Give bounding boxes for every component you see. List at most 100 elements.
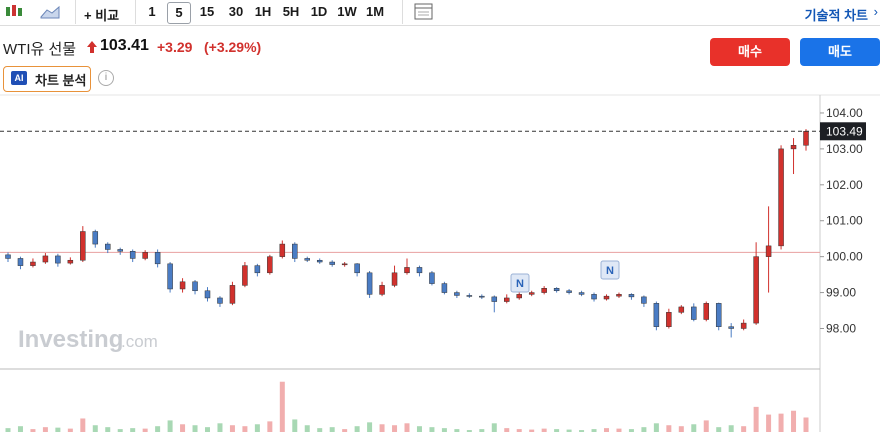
- volume-bar: [42, 427, 48, 432]
- candle-body: [129, 251, 136, 259]
- candle-body: [628, 294, 635, 298]
- candle-body: [404, 267, 410, 274]
- candle-body: [765, 245, 772, 257]
- interval-button[interactable]: 30: [228, 4, 244, 19]
- candle-body: [17, 258, 24, 266]
- candle-body: [105, 243, 111, 250]
- volume-bar: [691, 424, 697, 432]
- candle-body: [803, 131, 809, 146]
- area-icon[interactable]: [40, 4, 60, 20]
- ai-badge: AI: [11, 71, 27, 85]
- volume-bar: [466, 430, 472, 432]
- interval-button[interactable]: 1D: [310, 4, 328, 19]
- y-tick-label: 104.00: [826, 106, 863, 120]
- news-marker: [510, 273, 530, 293]
- interval-button[interactable]: 1H: [254, 4, 272, 19]
- interval-button[interactable]: 5H: [282, 4, 300, 19]
- volume-bar: [579, 430, 585, 432]
- candle-body: [366, 272, 373, 295]
- volume-bar: [454, 429, 460, 432]
- up-arrow: [87, 41, 97, 53]
- chevron: ›: [873, 4, 878, 19]
- candle-body: [55, 255, 61, 264]
- candle-body: [778, 148, 784, 247]
- candle-body: [616, 294, 622, 297]
- volume-bar: [566, 429, 572, 432]
- interval-button[interactable]: 1W: [337, 4, 357, 19]
- candle-body: [516, 294, 522, 299]
- candle-body: [653, 303, 660, 327]
- volume-bar: [117, 429, 123, 432]
- volume-bar: [217, 423, 223, 432]
- candle-body: [703, 303, 709, 320]
- candle-body: [80, 231, 86, 261]
- volume-bar: [803, 417, 809, 432]
- candle-body: [254, 265, 261, 274]
- symbol: WTI유 선물: [3, 41, 77, 58]
- layout-icon[interactable]: [414, 3, 434, 21]
- candle-body: [578, 292, 585, 295]
- candle-body: [179, 281, 186, 290]
- candle-body: [666, 312, 672, 327]
- sell-button[interactable]: 매도: [800, 38, 880, 66]
- candle-body: [304, 258, 310, 261]
- volume-bar: [167, 420, 173, 432]
- volume-bar: [504, 428, 510, 432]
- interval-button[interactable]: 1M: [365, 4, 385, 19]
- volume-bar: [105, 427, 111, 432]
- candle-body: [30, 261, 36, 266]
- interval-button[interactable]: 5: [167, 2, 191, 24]
- interval-button[interactable]: 1: [148, 4, 156, 19]
- candle-body: [292, 243, 298, 259]
- volume-bar: [142, 428, 148, 432]
- info-icon[interactable]: i: [98, 70, 114, 86]
- candle-body: [167, 263, 173, 290]
- buy-button[interactable]: 매수: [710, 38, 790, 66]
- candle-icon[interactable]: [4, 3, 24, 21]
- candle-body: [192, 281, 198, 292]
- volume-bar: [554, 429, 560, 432]
- interval-button[interactable]: 15: [199, 4, 215, 19]
- volume-bar: [641, 427, 647, 432]
- candle-body: [553, 288, 560, 292]
- analysis-label: 차트 분석: [35, 73, 87, 88]
- volume-bar: [653, 423, 659, 432]
- candle-body: [267, 256, 273, 274]
- candle-body: [591, 294, 597, 300]
- volume-bar: [678, 426, 684, 432]
- volume-bar: [5, 428, 11, 432]
- candle-body: [204, 290, 211, 299]
- candle-body: [603, 295, 610, 300]
- candle-body: [92, 231, 99, 245]
- candle-body: [454, 292, 460, 296]
- volume-bar: [242, 426, 248, 432]
- candle-body: [5, 254, 11, 259]
- volume-bar: [367, 422, 373, 432]
- news-marker-label: N: [606, 265, 614, 277]
- change: +3.29: [157, 39, 193, 55]
- volume-bar: [155, 426, 161, 432]
- candle-body: [217, 297, 223, 304]
- candle-body: [715, 303, 722, 327]
- candle-body: [117, 249, 123, 252]
- y-tick-label: 103.00: [826, 142, 863, 156]
- volume-bar: [342, 429, 348, 432]
- volume-bar: [404, 423, 410, 432]
- candle-body: [479, 295, 485, 298]
- volume-bar: [741, 426, 747, 432]
- price: 103.41: [100, 37, 149, 54]
- volume-bar: [616, 428, 622, 432]
- volume-bar: [229, 425, 235, 432]
- chart-mode[interactable]: 기술적 차트: [804, 8, 868, 23]
- candle-body: [391, 272, 398, 286]
- compare-button[interactable]: + 비교: [84, 8, 120, 23]
- candle-body: [504, 297, 510, 302]
- candle-body: [466, 295, 473, 297]
- candle-body: [691, 306, 697, 320]
- volume-bar: [279, 381, 285, 432]
- volume-bar: [379, 424, 385, 432]
- analysis-button[interactable]: [3, 66, 91, 92]
- candle-body: [790, 145, 797, 150]
